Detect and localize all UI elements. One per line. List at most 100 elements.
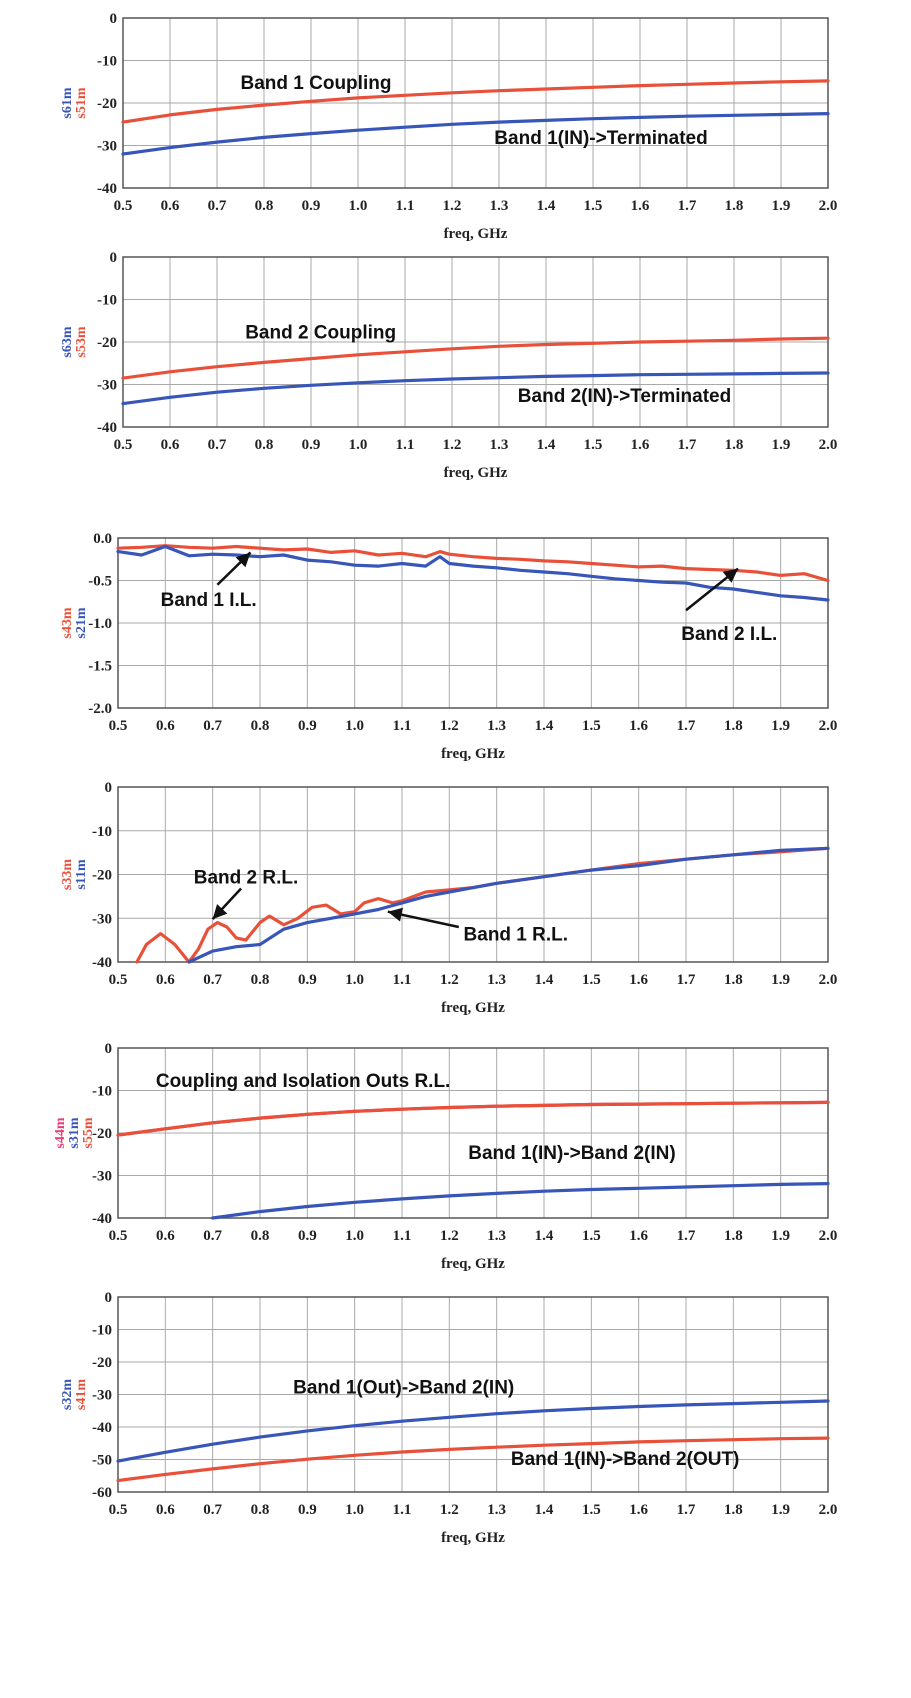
- plot-frame: [122, 17, 829, 189]
- grid: [117, 537, 829, 709]
- x-tick-label: 1.0: [345, 718, 364, 734]
- x-tick-label: 1.7: [677, 972, 696, 988]
- plot-frame: [117, 1296, 829, 1493]
- y-tick-label: 0: [105, 1290, 113, 1306]
- series-line-red: [121, 336, 830, 380]
- y-tick-label: -20: [97, 96, 117, 112]
- y-tick-label: -30: [92, 911, 112, 927]
- y-tick-label: 0: [105, 1041, 113, 1057]
- x-tick-label: 0.9: [302, 437, 321, 453]
- y-axis-label: s21m: [74, 607, 89, 638]
- y-axis-label: s41m: [74, 1379, 89, 1410]
- y-axis-label: s44m: [53, 1117, 68, 1148]
- y-tick-label: -20: [97, 335, 117, 351]
- x-tick-label: 1.1: [396, 198, 415, 214]
- series-line-red: [116, 1100, 830, 1137]
- y-tick-label: -10: [97, 54, 117, 70]
- y-axis-label: s51m: [74, 87, 89, 118]
- y-tick-label: -10: [92, 1323, 112, 1339]
- x-tick-label: 0.8: [251, 1228, 270, 1244]
- x-tick-label: 1.8: [724, 1502, 743, 1518]
- x-tick-label: 0.5: [114, 198, 133, 214]
- x-tick-label: 0.9: [302, 198, 321, 214]
- series-line-blue: [211, 1182, 830, 1220]
- x-tick-label: 1.9: [772, 437, 791, 453]
- x-tick-label: 1.8: [725, 437, 744, 453]
- series-line-blue: [116, 1399, 830, 1463]
- x-tick-label: 1.8: [724, 972, 743, 988]
- y-tick-label: -30: [97, 378, 117, 394]
- x-tick-label: 0.5: [114, 437, 133, 453]
- x-tick-label: 1.4: [535, 1228, 554, 1244]
- x-tick-label: 1.0: [349, 198, 368, 214]
- x-tick-label: 1.0: [345, 972, 364, 988]
- y-tick-label: 0.0: [93, 531, 112, 547]
- y-tick-label: -40: [92, 1211, 112, 1227]
- x-tick-label: 1.0: [345, 1228, 364, 1244]
- y-tick-label: -40: [97, 181, 117, 197]
- series-line-red: [116, 544, 830, 583]
- y-axis-label: s11m: [74, 859, 89, 890]
- y-tick-label: 0: [105, 780, 113, 796]
- x-tick-label: 1.4: [535, 718, 554, 734]
- y-axis-label: s31m: [67, 1117, 82, 1148]
- annotation-label: Band 1(Out)->Band 2(IN): [293, 1377, 514, 1398]
- x-tick-label: 0.8: [251, 972, 270, 988]
- x-tick-label: 1.7: [677, 1228, 696, 1244]
- x-tick-label: 0.8: [255, 198, 274, 214]
- y-tick-label: -40: [92, 955, 112, 971]
- x-axis-label: freq, GHz: [441, 1000, 505, 1016]
- x-tick-label: 0.6: [156, 1228, 175, 1244]
- x-tick-label: 2.0: [819, 198, 838, 214]
- x-tick-label: 1.1: [396, 437, 415, 453]
- annotation-label: Band 1(IN)->Terminated: [494, 128, 707, 149]
- x-tick-label: 1.4: [537, 437, 556, 453]
- x-tick-label: 1.6: [629, 1502, 648, 1518]
- x-tick-label: 1.2: [443, 198, 462, 214]
- series-line-blue: [121, 371, 830, 406]
- x-tick-label: 1.2: [440, 972, 459, 988]
- annotation-arrow-head: [387, 907, 403, 922]
- annotation-label: Band 1(IN)->Band 2(IN): [468, 1143, 675, 1164]
- x-tick-label: 0.6: [161, 437, 180, 453]
- x-axis-label: freq, GHz: [441, 746, 505, 762]
- annotation-label: Coupling and Isolation Outs R.L.: [156, 1071, 450, 1092]
- chart-6: 0.5 0.6 0.7 0.8 0.9 1.0 1.1 1.2 1.3 1.4 1.5 1.6 1.7 1…: [60, 1290, 838, 1546]
- x-tick-label: 1.5: [582, 1228, 601, 1244]
- x-tick-label: 0.6: [156, 718, 175, 734]
- y-axis-label: s32m: [60, 1379, 75, 1410]
- y-tick-label: -50: [92, 1453, 112, 1469]
- x-tick-label: 0.5: [109, 972, 128, 988]
- x-tick-label: 0.7: [203, 972, 222, 988]
- y-axis-label: s61m: [60, 87, 75, 118]
- annotation-label: Band 2 Coupling: [245, 322, 396, 343]
- grid: [117, 1047, 829, 1219]
- x-tick-label: 0.7: [203, 1228, 222, 1244]
- annotation-label: Band 2(IN)->Terminated: [518, 386, 731, 407]
- x-tick-label: 0.5: [109, 1502, 128, 1518]
- x-axis-label: freq, GHz: [441, 1530, 505, 1546]
- x-tick-label: 1.4: [535, 972, 554, 988]
- chart-3: 0.5 0.6 0.7 0.8 0.9 1.0 1.1 1.2 1.3 1.4 1.5 1.6 1.7 1…: [60, 531, 837, 762]
- x-tick-label: 2.0: [819, 972, 838, 988]
- x-tick-label: 2.0: [819, 1502, 838, 1518]
- x-tick-label: 0.9: [298, 1502, 317, 1518]
- x-tick-label: 1.4: [537, 198, 556, 214]
- x-tick-label: 1.5: [584, 198, 603, 214]
- y-tick-label: -10: [92, 1084, 112, 1100]
- y-axis-label: s33m: [60, 859, 75, 890]
- plot-frame: [122, 256, 829, 428]
- x-tick-label: 1.2: [443, 437, 462, 453]
- y-tick-label: -30: [97, 139, 117, 155]
- y-tick-label: -2.0: [88, 701, 112, 717]
- x-tick-label: 1.1: [393, 718, 412, 734]
- annotation-arrow-head: [235, 552, 251, 568]
- x-tick-label: 1.3: [490, 198, 509, 214]
- grid: [122, 17, 829, 189]
- x-tick-label: 1.5: [582, 972, 601, 988]
- y-tick-label: -20: [92, 1355, 112, 1371]
- x-tick-label: 0.5: [109, 1228, 128, 1244]
- x-tick-label: 0.9: [298, 1228, 317, 1244]
- x-tick-label: 0.8: [251, 1502, 270, 1518]
- series-line-blue: [116, 544, 830, 602]
